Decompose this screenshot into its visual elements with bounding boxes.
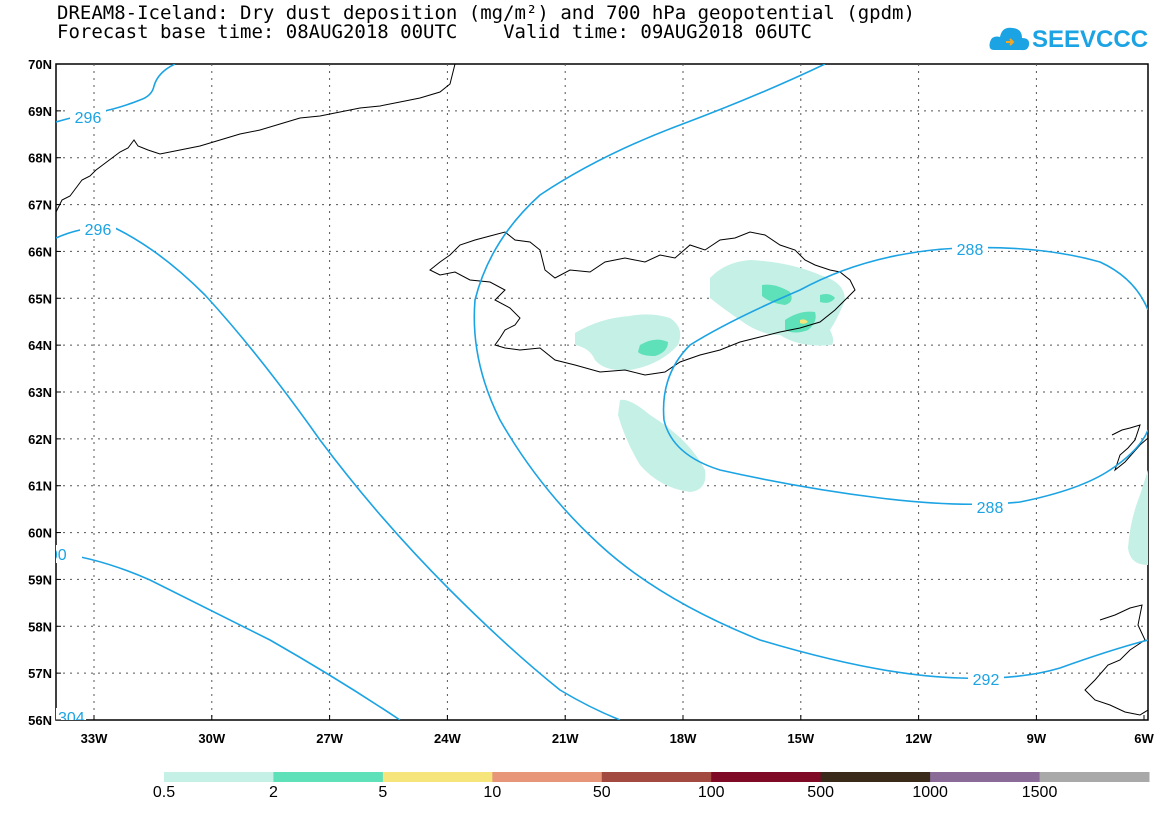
lat-label: 59N [28,572,52,587]
coastline-faroe-norway [1111,424,1148,472]
legend-swatch [820,772,931,782]
lat-label: 66N [28,244,52,259]
lat-label: 68N [28,151,52,166]
lat-label: 60N [28,526,52,541]
lon-label: 30W [198,731,225,746]
dust-area-medium-4 [820,294,835,303]
legend-swatch [711,772,822,782]
lon-label: 27W [316,731,343,746]
coastline-greenland [56,64,456,213]
legend-swatch [492,772,603,782]
legend-swatch [273,772,384,782]
contour-300 [56,552,401,720]
chart-title: DREAM8-Iceland: Dry dust deposition (mg/… [57,2,915,24]
lat-label: 70N [28,57,52,72]
contour-label: 296 [75,110,102,127]
legend-colorbar [164,772,1150,782]
contour-label: 296 [85,222,112,239]
lat-label: 69N [28,104,52,119]
gridlines [56,64,1148,720]
legend-label: 1000 [912,784,948,801]
legend-swatch [930,772,1041,782]
lon-label: 9W [1027,731,1047,746]
dust-area-medium-1 [638,339,668,356]
dust-area-east-edge [1128,470,1148,565]
logo-text: SEEVCCC [1032,26,1149,53]
latitude-labels: 70N 69N 68N 67N 66N 65N 64N 63N 62N 61N 60N 59N 58N 5… [28,57,61,728]
lat-label: 62N [28,432,52,447]
coastlines [56,64,1148,716]
legend-swatch [382,772,493,782]
legend-swatch [601,772,712,782]
lat-label: 67N [28,198,52,213]
lat-label: 58N [28,619,52,634]
contour-label: 300 [40,547,67,564]
dust-area-yellow [800,319,808,324]
chart-subtitle: Forecast base time: 08AUG2018 00UTC Vali… [57,21,812,43]
legend-label: 50 [592,784,611,801]
lat-label: 63N [28,385,52,400]
seevccc-logo: SEEVCCC [988,20,1148,60]
legend-label: 5 [378,784,388,801]
dust-area-southwest [575,314,681,371]
contour-296-west [56,226,621,720]
legend-swatch [1039,772,1150,782]
dust-area-south-plume [618,399,706,492]
lat-label: 56N [28,713,52,728]
legend-label: 0.5 [152,784,176,801]
contour-label: 288 [977,500,1004,517]
legend-swatch [164,772,274,782]
lat-label: 64N [28,338,52,353]
lon-label: 33W [81,731,108,746]
contour-label: 288 [957,242,984,259]
legend-label: 100 [697,784,725,801]
legend-label: 2 [268,784,278,801]
contour-label: 292 [973,672,1000,689]
lon-label: 18W [670,731,697,746]
longitude-labels: 33W 30W 27W 24W 21W 18W 15W 12W 9W 6W [81,715,1154,746]
coastline-scotland [1084,604,1148,716]
coastline-iceland [429,231,856,376]
lon-label: 6W [1134,731,1154,746]
lon-label: 24W [434,731,461,746]
lat-label: 57N [28,666,52,681]
lon-label: 21W [552,731,579,746]
lat-label: 65N [28,291,52,306]
contour-labels: 296 296 288 288 292 300 304 [40,108,1008,727]
contour-label: 304 [58,710,85,727]
contour-288-east [662,246,1148,506]
dust-area-medium-2 [762,284,792,305]
legend-label: 1500 [1021,784,1058,801]
lat-label: 61N [28,479,52,494]
legend-label: 500 [807,784,835,801]
lon-label: 12W [905,731,932,746]
lon-label: 15W [787,731,814,746]
cloud-icon [989,27,1030,51]
legend-label: 10 [483,784,502,801]
